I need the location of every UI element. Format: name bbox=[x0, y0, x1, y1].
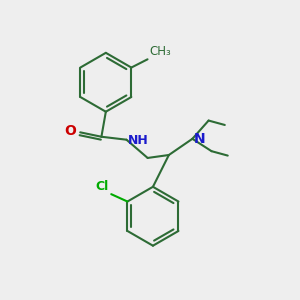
Text: NH: NH bbox=[128, 134, 149, 147]
Text: O: O bbox=[64, 124, 76, 138]
Text: Cl: Cl bbox=[96, 180, 109, 193]
Text: N: N bbox=[194, 132, 206, 146]
Text: CH₃: CH₃ bbox=[149, 45, 171, 58]
